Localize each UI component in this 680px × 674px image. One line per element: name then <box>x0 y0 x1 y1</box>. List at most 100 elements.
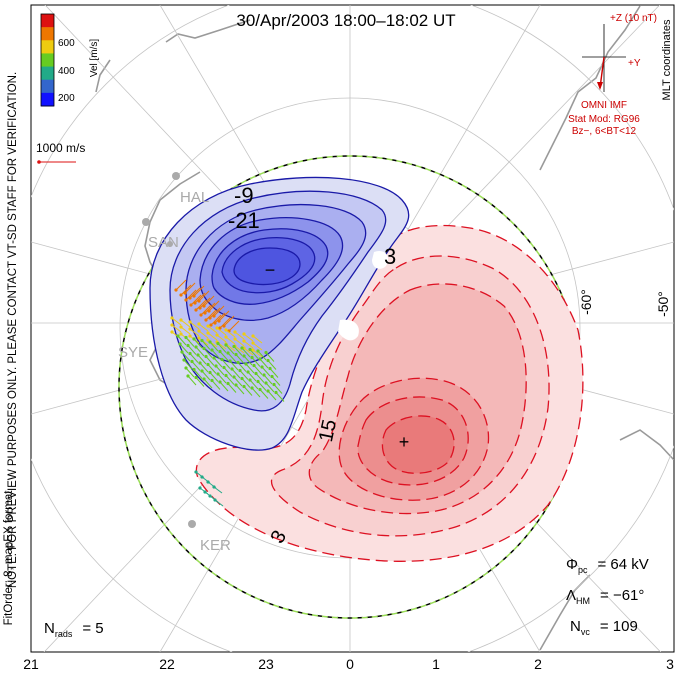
velocity-vector <box>183 359 193 370</box>
velocity-vector-origin <box>208 494 212 498</box>
velocity-vector <box>185 289 197 301</box>
velocity-vector-origin <box>197 329 201 333</box>
fit-order-label: FitOrder: 8, mapEX format <box>3 490 15 626</box>
velocity-vector <box>261 366 271 377</box>
velocity-vector <box>228 320 240 332</box>
velocity-vector-origin <box>248 347 252 352</box>
station-markers <box>142 172 196 528</box>
velocity-vector <box>217 373 227 384</box>
velocity-vector <box>235 384 245 395</box>
velocity-vector-origin <box>224 335 228 339</box>
velocity-vector-origin <box>266 358 270 363</box>
velocity-vector <box>193 369 203 379</box>
velocity-vector-origin <box>264 381 268 385</box>
velocity-vector-origin <box>204 318 208 322</box>
velocity-vector <box>210 314 222 326</box>
velocity-vector-origin <box>226 351 230 355</box>
potential-min-marker: − <box>265 260 276 280</box>
contour-label-neg21: -21 <box>228 208 260 233</box>
velocity-vector <box>216 334 227 343</box>
velocity-vector <box>207 325 218 334</box>
scale-vector-label: 1000 m/s <box>36 141 85 155</box>
velocity-vector <box>219 317 231 329</box>
potential-max-marker: + <box>399 432 410 452</box>
velocity-vector-origin <box>251 348 255 352</box>
velocity-vector <box>191 361 201 371</box>
velocity-vector <box>187 375 197 386</box>
velocity-vector-origin <box>240 376 244 381</box>
velocity-vector <box>198 323 209 332</box>
velocity-vector-origin <box>200 475 204 479</box>
velocity-vector-origin <box>198 361 202 365</box>
velocity-vector <box>215 365 225 376</box>
velocity-vector <box>252 342 263 351</box>
velocity-vector <box>257 381 267 391</box>
velocity-vector <box>243 333 254 342</box>
velocity-vector <box>267 360 277 370</box>
velocity-vector <box>214 499 224 507</box>
mlt-tick-3: 3 <box>666 656 674 672</box>
velocity-vector <box>223 315 235 327</box>
velocity-vector-origin <box>197 322 201 326</box>
velocity-vector <box>241 378 251 388</box>
velocity-vector-origin <box>209 323 213 327</box>
colorbar-swatch <box>41 79 54 94</box>
velocity-vector <box>231 368 241 379</box>
velocity-vector <box>243 347 254 356</box>
zero-gap <box>338 319 359 341</box>
velocity-vector <box>243 386 253 396</box>
velocity-vector <box>194 292 206 304</box>
velocity-vector-origin <box>206 362 210 367</box>
velocity-vector-origin <box>218 380 222 384</box>
velocity-vector <box>205 309 217 321</box>
imf-condition: Bz−, 6<BT<12 <box>572 126 637 137</box>
velocity-vector <box>205 356 215 366</box>
velocity-vector <box>265 382 275 393</box>
velocity-vector-origin <box>215 333 219 337</box>
velocity-vector <box>195 299 207 311</box>
colorbar-swatch <box>41 14 54 28</box>
velocity-vector <box>251 387 261 398</box>
velocity-vector <box>233 376 243 387</box>
stat-model: Stat Mod: RG96 <box>568 114 640 125</box>
velocity-vector-origin <box>252 363 256 368</box>
velocity-vector-origin <box>238 368 242 373</box>
coordinate-system-label: MLT coordinates <box>661 19 673 100</box>
velocity-vector <box>217 343 227 353</box>
velocity-vector-origin <box>203 490 207 494</box>
velocity-vector <box>235 354 245 364</box>
velocity-vector <box>189 287 201 299</box>
velocity-vector <box>249 379 259 390</box>
colorbar-label: Vel [m/s] <box>89 39 100 78</box>
plot-title: 30/Apr/2003 18:00–18:02 UT <box>236 11 455 30</box>
velocity-vector-origin <box>210 378 214 383</box>
velocity-vector-origin <box>197 336 201 340</box>
velocity-vector-origin <box>272 382 276 387</box>
statistics: Φpc = 64 kV ΛHM = −61° Nvc = 109 Nrads = 5 <box>44 556 649 639</box>
velocity-vector-origin <box>206 338 210 342</box>
velocity-vector-origin <box>188 334 192 338</box>
velocity-vector <box>234 345 245 354</box>
velocity-vector-origin <box>224 373 228 378</box>
velocity-vector-origin <box>220 357 224 362</box>
latitude-label-60: -60° <box>578 289 594 315</box>
velocity-vector-origin <box>246 370 250 374</box>
velocity-vector-origin <box>260 365 264 369</box>
velocity-vector-origin <box>264 350 268 355</box>
velocity-vector <box>233 346 243 356</box>
velocity-vector-origin <box>216 341 220 346</box>
velocity-vector-origin <box>251 334 255 338</box>
velocity-vector <box>259 389 269 399</box>
velocity-vector <box>263 374 273 385</box>
velocity-vector <box>208 300 220 312</box>
velocity-vector-origin <box>194 308 198 312</box>
velocity-vector-origin <box>258 357 262 361</box>
velocity-vector <box>207 332 218 341</box>
velocity-colorbar: 600 400 200 Vel [m/s] <box>40 13 100 107</box>
velocity-vector <box>216 327 227 336</box>
velocity-vector <box>252 335 263 344</box>
positive-cell <box>195 224 584 562</box>
velocity-vector <box>223 367 233 377</box>
velocity-vector-origin <box>192 337 196 341</box>
